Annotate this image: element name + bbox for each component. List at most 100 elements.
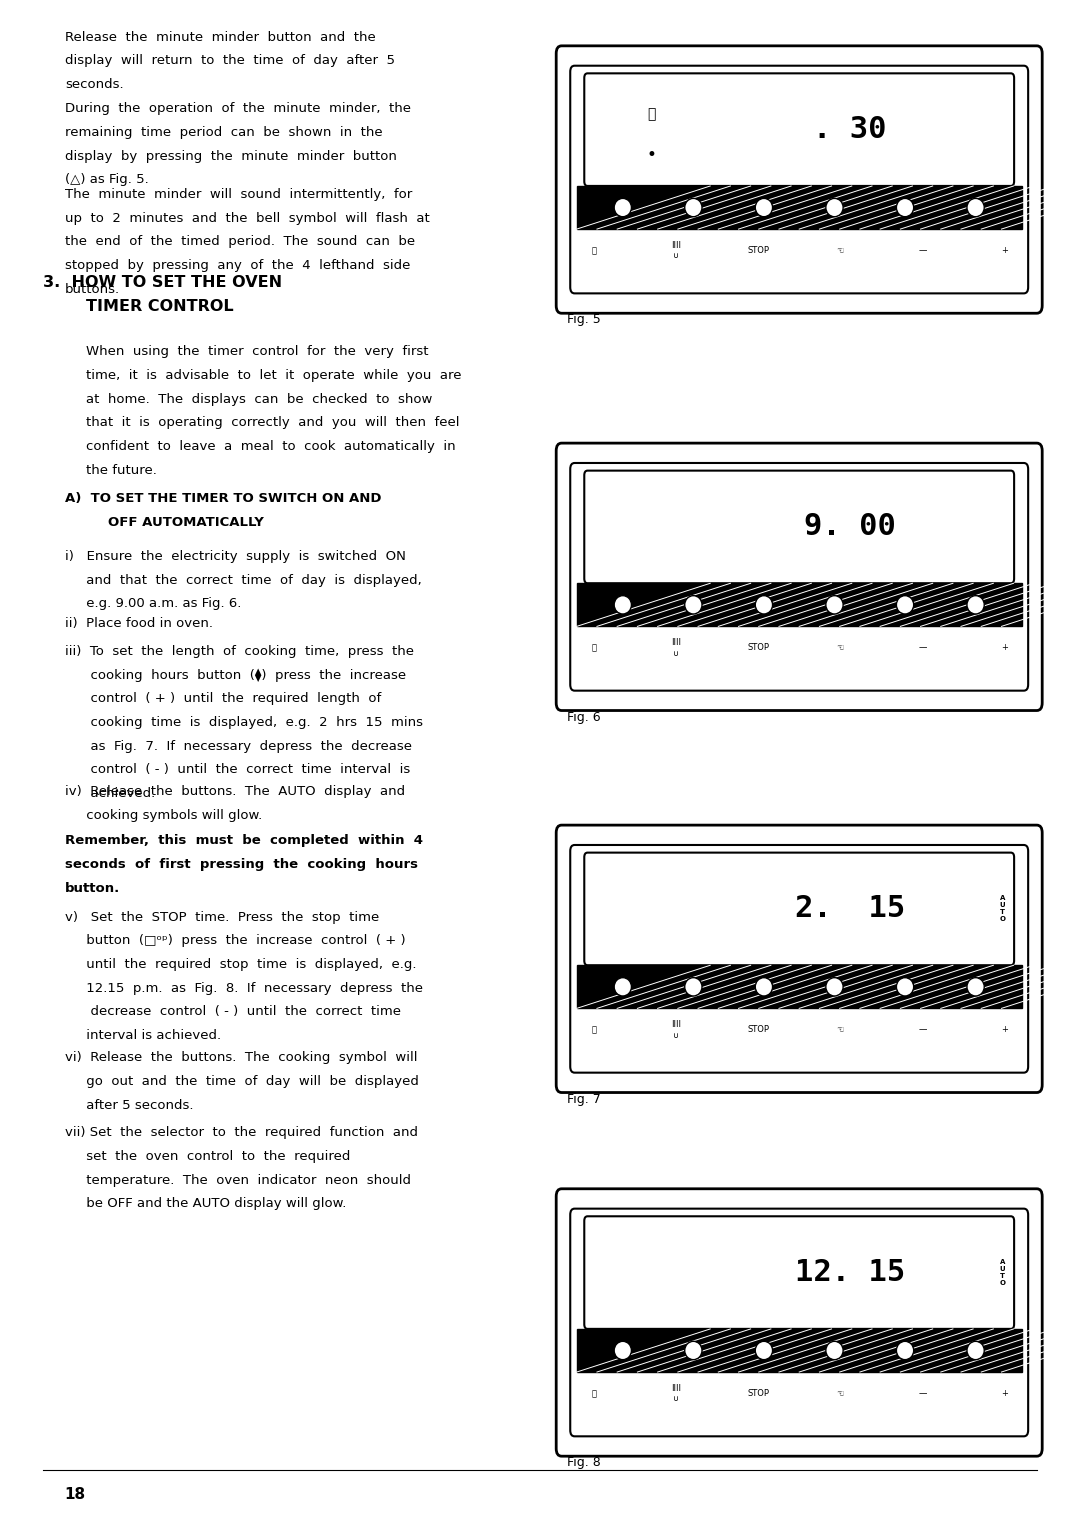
- FancyBboxPatch shape: [556, 825, 1042, 1093]
- Text: 🔔: 🔔: [592, 246, 596, 255]
- Bar: [577, 186, 1022, 229]
- Text: +: +: [1001, 643, 1008, 652]
- Text: temperature.  The  oven  indicator  neon  should: temperature. The oven indicator neon sho…: [65, 1174, 410, 1187]
- Ellipse shape: [826, 596, 843, 614]
- Text: A
U
T
O: A U T O: [999, 895, 1005, 923]
- Text: During  the  operation  of  the  minute  minder,  the: During the operation of the minute minde…: [65, 102, 410, 116]
- Ellipse shape: [896, 978, 914, 996]
- Text: 9. 00: 9. 00: [805, 512, 896, 541]
- Text: IIII
∪: IIII ∪: [671, 241, 681, 260]
- Bar: [577, 1329, 1022, 1372]
- Text: TIMER CONTROL: TIMER CONTROL: [86, 299, 234, 315]
- Text: go  out  and  the  time  of  day  will  be  displayed: go out and the time of day will be displ…: [65, 1076, 419, 1088]
- Text: 3.  HOW TO SET THE OVEN: 3. HOW TO SET THE OVEN: [43, 275, 282, 290]
- Text: Fig. 8: Fig. 8: [567, 1456, 600, 1470]
- FancyBboxPatch shape: [570, 66, 1028, 293]
- FancyBboxPatch shape: [570, 845, 1028, 1073]
- Text: ☜: ☜: [837, 246, 843, 255]
- FancyBboxPatch shape: [556, 46, 1042, 313]
- Text: cooking symbols will glow.: cooking symbols will glow.: [65, 810, 262, 822]
- Text: e.g. 9.00 a.m. as Fig. 6.: e.g. 9.00 a.m. as Fig. 6.: [65, 597, 241, 611]
- Ellipse shape: [685, 199, 702, 217]
- Text: iii)  To  set  the  length  of  cooking  time,  press  the: iii) To set the length of cooking time, …: [65, 645, 414, 659]
- Text: iv)  Release  the  buttons.  The  AUTO  display  and: iv) Release the buttons. The AUTO displa…: [65, 785, 405, 799]
- Text: Fig. 5: Fig. 5: [567, 313, 600, 327]
- Text: 🔔: 🔔: [592, 1025, 596, 1034]
- Ellipse shape: [967, 978, 984, 996]
- Text: STOP: STOP: [747, 643, 769, 652]
- FancyBboxPatch shape: [584, 471, 1014, 584]
- Ellipse shape: [615, 199, 632, 217]
- FancyBboxPatch shape: [584, 853, 1014, 966]
- Ellipse shape: [896, 199, 914, 217]
- Text: A
U
T
O: A U T O: [999, 1259, 1005, 1287]
- Text: STOP: STOP: [747, 1025, 769, 1034]
- Text: 12.15  p.m.  as  Fig.  8.  If  necessary  depress  the: 12.15 p.m. as Fig. 8. If necessary depre…: [65, 981, 422, 995]
- Text: remaining  time  period  can  be  shown  in  the: remaining time period can be shown in th…: [65, 127, 382, 139]
- Bar: [577, 966, 1022, 1008]
- Text: that  it  is  operating  correctly  and  you  will  then  feel: that it is operating correctly and you w…: [86, 417, 460, 429]
- Ellipse shape: [685, 1342, 702, 1360]
- Text: 🔔: 🔔: [592, 1389, 596, 1398]
- Text: +: +: [1001, 246, 1008, 255]
- Text: v)   Set  the  STOP  time.  Press  the  stop  time: v) Set the STOP time. Press the stop tim…: [65, 911, 379, 924]
- FancyBboxPatch shape: [556, 1189, 1042, 1456]
- Text: display  by  pressing  the  minute  minder  button: display by pressing the minute minder bu…: [65, 150, 396, 163]
- Text: 🔔: 🔔: [592, 643, 596, 652]
- Ellipse shape: [826, 1342, 843, 1360]
- Text: as  Fig.  7.  If  necessary  depress  the  decrease: as Fig. 7. If necessary depress the decr…: [65, 740, 411, 753]
- Ellipse shape: [896, 1342, 914, 1360]
- Text: —: —: [918, 1389, 927, 1398]
- Text: display  will  return  to  the  time  of  day  after  5: display will return to the time of day a…: [65, 55, 395, 67]
- Text: time,  it  is  advisable  to  let  it  operate  while  you  are: time, it is advisable to let it operate …: [86, 370, 462, 382]
- Ellipse shape: [615, 596, 632, 614]
- Text: cooking  time  is  displayed,  e.g.  2  hrs  15  mins: cooking time is displayed, e.g. 2 hrs 15…: [65, 715, 422, 729]
- Text: Remember,  this  must  be  completed  within  4: Remember, this must be completed within …: [65, 834, 422, 848]
- Text: 2.  15: 2. 15: [795, 894, 905, 923]
- Text: STOP: STOP: [747, 1389, 769, 1398]
- Text: IIII
∪: IIII ∪: [671, 1384, 681, 1403]
- FancyBboxPatch shape: [584, 73, 1014, 186]
- Ellipse shape: [755, 596, 772, 614]
- Text: STOP: STOP: [747, 246, 769, 255]
- Text: OFF AUTOMATICALLY: OFF AUTOMATICALLY: [108, 516, 264, 530]
- Text: stopped  by  pressing  any  of  the  4  lefthand  side: stopped by pressing any of the 4 lefthan…: [65, 258, 410, 272]
- Text: —: —: [918, 643, 927, 652]
- Text: +: +: [1001, 1389, 1008, 1398]
- Ellipse shape: [896, 596, 914, 614]
- Ellipse shape: [755, 1342, 772, 1360]
- Text: —: —: [918, 246, 927, 255]
- Ellipse shape: [967, 199, 984, 217]
- Text: at  home.  The  displays  can  be  checked  to  show: at home. The displays can be checked to …: [86, 393, 433, 406]
- Text: cooking  hours  button  (⧫)  press  the  increase: cooking hours button (⧫) press the incre…: [65, 669, 406, 681]
- Text: When  using  the  timer  control  for  the  very  first: When using the timer control for the ver…: [86, 345, 429, 359]
- Text: seconds  of  first  pressing  the  cooking  hours: seconds of first pressing the cooking ho…: [65, 859, 418, 871]
- Ellipse shape: [615, 978, 632, 996]
- Text: IIII
∪: IIII ∪: [671, 1021, 681, 1039]
- Text: decrease  control  ( - )  until  the  correct  time: decrease control ( - ) until the correct…: [65, 1005, 401, 1019]
- Text: vi)  Release  the  buttons.  The  cooking  symbol  will: vi) Release the buttons. The cooking sym…: [65, 1051, 417, 1065]
- Text: confident  to  leave  a  meal  to  cook  automatically  in: confident to leave a meal to cook automa…: [86, 440, 456, 454]
- Text: —: —: [918, 1025, 927, 1034]
- Bar: [577, 584, 1022, 626]
- Text: Fig. 6: Fig. 6: [567, 711, 600, 724]
- Text: •: •: [646, 147, 656, 165]
- FancyBboxPatch shape: [570, 1209, 1028, 1436]
- Text: ii)  Place food in oven.: ii) Place food in oven.: [65, 617, 213, 631]
- Ellipse shape: [685, 978, 702, 996]
- Text: Release  the  minute  minder  button  and  the: Release the minute minder button and the: [65, 31, 376, 44]
- Text: 12. 15: 12. 15: [795, 1258, 905, 1287]
- Text: set  the  oven  control  to  the  required: set the oven control to the required: [65, 1151, 350, 1163]
- Text: (△) as Fig. 5.: (△) as Fig. 5.: [65, 174, 149, 186]
- Text: 18: 18: [65, 1487, 86, 1502]
- FancyBboxPatch shape: [570, 463, 1028, 691]
- Text: 🔔: 🔔: [647, 107, 656, 121]
- Ellipse shape: [967, 596, 984, 614]
- Ellipse shape: [685, 596, 702, 614]
- Text: button.: button.: [65, 882, 120, 895]
- Ellipse shape: [967, 1342, 984, 1360]
- Ellipse shape: [755, 978, 772, 996]
- Text: +: +: [1001, 1025, 1008, 1034]
- Text: interval is achieved.: interval is achieved.: [65, 1030, 221, 1042]
- Text: buttons.: buttons.: [65, 283, 120, 296]
